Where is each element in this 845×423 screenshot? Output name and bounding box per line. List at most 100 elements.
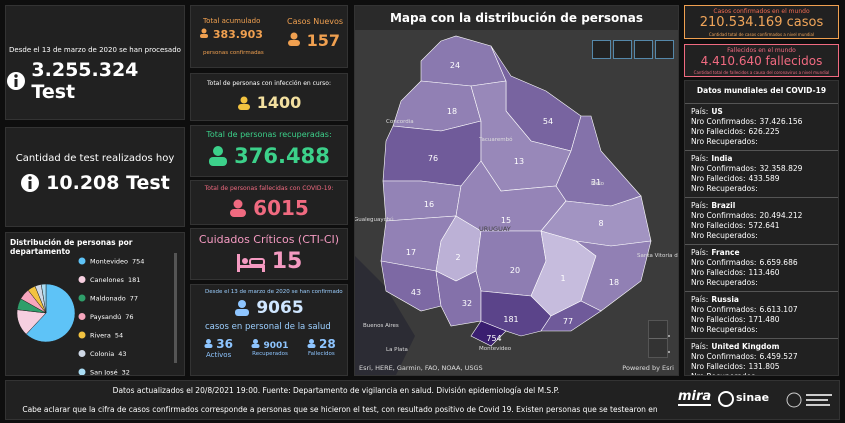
footer: Datos actualizados el 20/8/2021 19:00. F…: [5, 380, 840, 420]
active-panel: Total de personas con infección en curso…: [190, 73, 348, 121]
bed-icon: [236, 253, 265, 272]
person-icon: [235, 300, 250, 316]
country-row: Nro Confirmados: 6.613.107: [691, 305, 832, 315]
row-label: Nro Confirmados:: [691, 211, 757, 220]
value: 10.208 Test: [46, 172, 170, 194]
health-value: 9001: [251, 337, 289, 351]
legend-swatch: [78, 257, 86, 265]
row-value: 6.459.527: [759, 352, 798, 361]
department: [575, 240, 652, 312]
row: 10.208 Test: [6, 172, 184, 194]
country-row: Nro Fallecidos: 433.589: [691, 174, 832, 184]
icon-part: [309, 339, 315, 344]
person-icon: [237, 96, 250, 110]
row: 15: [191, 249, 347, 274]
icon-part: [206, 339, 212, 344]
department-count: 32: [462, 299, 472, 308]
country-name: Brazil: [711, 201, 736, 210]
place-label: Santa Vitoria do Palmar: [637, 253, 679, 259]
department: [382, 180, 462, 222]
row-label: Nro Confirmados:: [691, 258, 757, 267]
row: 9065: [191, 298, 347, 318]
country-item: País: Russia Nro Confirmados: 6.613.107 Nro …: [685, 292, 838, 339]
country-row: País: France: [691, 248, 832, 258]
label: Desde el 13 de marzo de 2020 se han proc…: [9, 46, 181, 54]
country-list: País: US Nro Confirmados: 37.426.156 Nro Fal…: [685, 104, 838, 375]
country-row: Nro Confirmados: 6.659.686: [691, 258, 832, 268]
layers-button[interactable]: [634, 40, 653, 59]
list-title: Datos mundiales del COVID-19: [685, 81, 838, 104]
map: 24 18 54 76 13 31 16 15 8 17 2 20 1 18 43 32 181 77 754 Con…: [355, 30, 679, 375]
logo-mark: [718, 391, 734, 407]
health-item: 28 Fallecidos: [307, 337, 336, 359]
value: 9065: [256, 298, 304, 318]
label: Casos Nuevos: [287, 17, 344, 26]
country-name: Russia: [711, 295, 739, 304]
department-count: 18: [447, 107, 457, 116]
health-panel: Desde el 13 de marzo de 2020 se han conf…: [190, 284, 348, 376]
legend-name: Paysandú: [90, 313, 121, 321]
value: 157: [287, 31, 340, 50]
zoom-control[interactable]: [648, 320, 668, 358]
footer-line: Cabe aclarar que la cifra de casos confi…: [22, 405, 658, 414]
country-row: Nro Fallecidos: 113.460: [691, 268, 832, 278]
zoom-divider: [649, 338, 667, 339]
department-count: 15: [501, 216, 511, 225]
country-row: Nro Confirmados: 37.426.156: [691, 117, 832, 127]
department-count: 54: [543, 117, 553, 126]
legend-value: 76: [125, 313, 133, 321]
legend-label: Montevideo 754: [90, 258, 144, 266]
row-label: Nro Fallecidos:: [691, 127, 746, 136]
person-icon: [209, 146, 228, 166]
row-label: Nro Confirmados:: [691, 352, 757, 361]
pie-chart: Montevideo 754 Canelones 181 Maldonado 77 Pays…: [16, 253, 177, 377]
value: 3.255.324 Test: [31, 59, 139, 103]
department: [380, 260, 442, 312]
country-name: United Kingdom: [711, 342, 780, 351]
department-count: 1: [560, 274, 565, 283]
legend-label: Canelones 181: [90, 276, 140, 284]
country-item: País: Brazil Nro Confirmados: 20.494.212 Nro…: [685, 198, 838, 245]
ministry-logo: [786, 392, 832, 408]
legend-name: Rivera: [90, 332, 111, 340]
value: 15: [271, 249, 303, 274]
row-label: País:: [691, 248, 709, 257]
person-icon: [288, 32, 300, 46]
legend-name: Montevideo: [90, 258, 128, 266]
row-label: País:: [691, 107, 709, 116]
row-label: País:: [691, 342, 709, 351]
row-label: Nro Recuperados:: [691, 137, 758, 146]
row-label: Nro Recuperados:: [691, 372, 832, 375]
row-label: Nro Fallecidos:: [691, 174, 746, 183]
home-button[interactable]: [592, 40, 611, 59]
value: 383.903: [199, 28, 263, 41]
legend-label: Paysandú 76: [90, 313, 133, 321]
title: Distribución de personas por departament…: [10, 238, 133, 256]
row-value: 20.494.212: [759, 211, 803, 220]
total-panel: Total acumulado 383.903 personas confirm…: [190, 5, 348, 68]
row-value: 6.613.107: [759, 305, 798, 314]
person-icon: [200, 28, 208, 38]
row-label: País:: [691, 201, 709, 210]
row-value: 113.460: [748, 268, 780, 277]
map-panel: Mapa con la distribución de personas 24 1…: [354, 5, 679, 376]
place-label: Montevideo: [479, 346, 512, 352]
legend-label: Rivera 54: [90, 332, 123, 340]
health-value: 36: [204, 337, 233, 351]
info-icon: [7, 72, 25, 90]
row-label: Nro Recuperados:: [691, 325, 758, 334]
department-count: 181: [503, 315, 518, 324]
country-name: India: [711, 154, 733, 163]
department-count: 76: [428, 154, 438, 163]
legend-value: 32: [122, 369, 130, 377]
basemap-button[interactable]: [655, 40, 674, 59]
label: Desde el 13 de marzo de 2020 se han conf…: [205, 289, 343, 295]
map-toolbar: [592, 40, 674, 59]
country-row: País: US: [691, 107, 832, 117]
legend-swatch: [78, 331, 86, 339]
health-number: 9001: [263, 341, 289, 351]
legend-button[interactable]: [613, 40, 632, 59]
country-name: US: [711, 107, 723, 116]
row-label: País:: [691, 295, 709, 304]
person-icon: [204, 339, 213, 348]
